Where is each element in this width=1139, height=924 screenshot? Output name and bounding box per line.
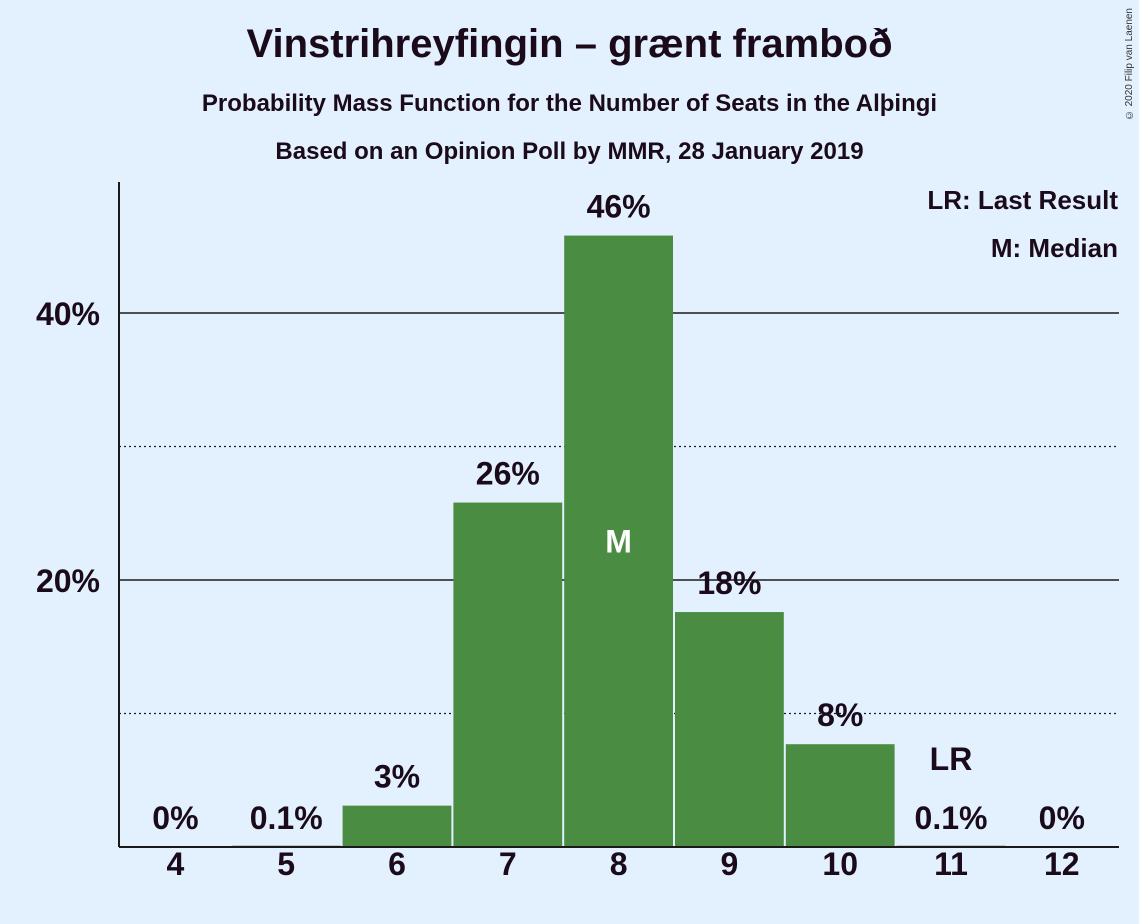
bar-6	[342, 805, 452, 847]
bar-value-label: 0%	[152, 800, 198, 836]
x-tick-label: 11	[934, 846, 968, 882]
chart-title: Vinstrihreyfingin – grænt framboð	[246, 22, 893, 66]
x-tick-label: 7	[499, 846, 517, 882]
x-tick-label: 8	[610, 846, 628, 882]
x-tick-label: 6	[388, 846, 406, 882]
bar-10	[785, 744, 895, 847]
bar-value-label: 0.1%	[915, 800, 988, 836]
chart-source: Based on an Opinion Poll by MMR, 28 Janu…	[275, 138, 864, 165]
legend-entry: LR: Last Result	[927, 185, 1118, 215]
median-marker: M	[605, 523, 632, 559]
x-tick-label: 5	[277, 846, 295, 882]
bar-value-label: 26%	[476, 456, 540, 492]
x-tick-label: 4	[167, 846, 185, 882]
bar-value-label: 18%	[697, 565, 761, 601]
bar-9	[675, 612, 784, 847]
last-result-marker: LR	[930, 741, 973, 777]
bar-value-label: 46%	[587, 189, 651, 225]
x-tick-label: 9	[721, 846, 739, 882]
bar-7	[453, 502, 563, 847]
legend-entry: M: Median	[991, 233, 1118, 263]
x-tick-label: 10	[822, 846, 858, 882]
bar-value-label: 0%	[1039, 800, 1085, 836]
bar-8	[564, 235, 673, 847]
bar-value-label: 0.1%	[250, 800, 323, 836]
y-tick-label: 40%	[36, 296, 100, 332]
chart-subtitle: Probability Mass Function for the Number…	[201, 90, 938, 117]
bar-value-label: 8%	[817, 697, 863, 733]
x-tick-label: 12	[1044, 846, 1080, 882]
bar-value-label: 3%	[374, 759, 420, 795]
y-tick-label: 20%	[36, 563, 100, 599]
